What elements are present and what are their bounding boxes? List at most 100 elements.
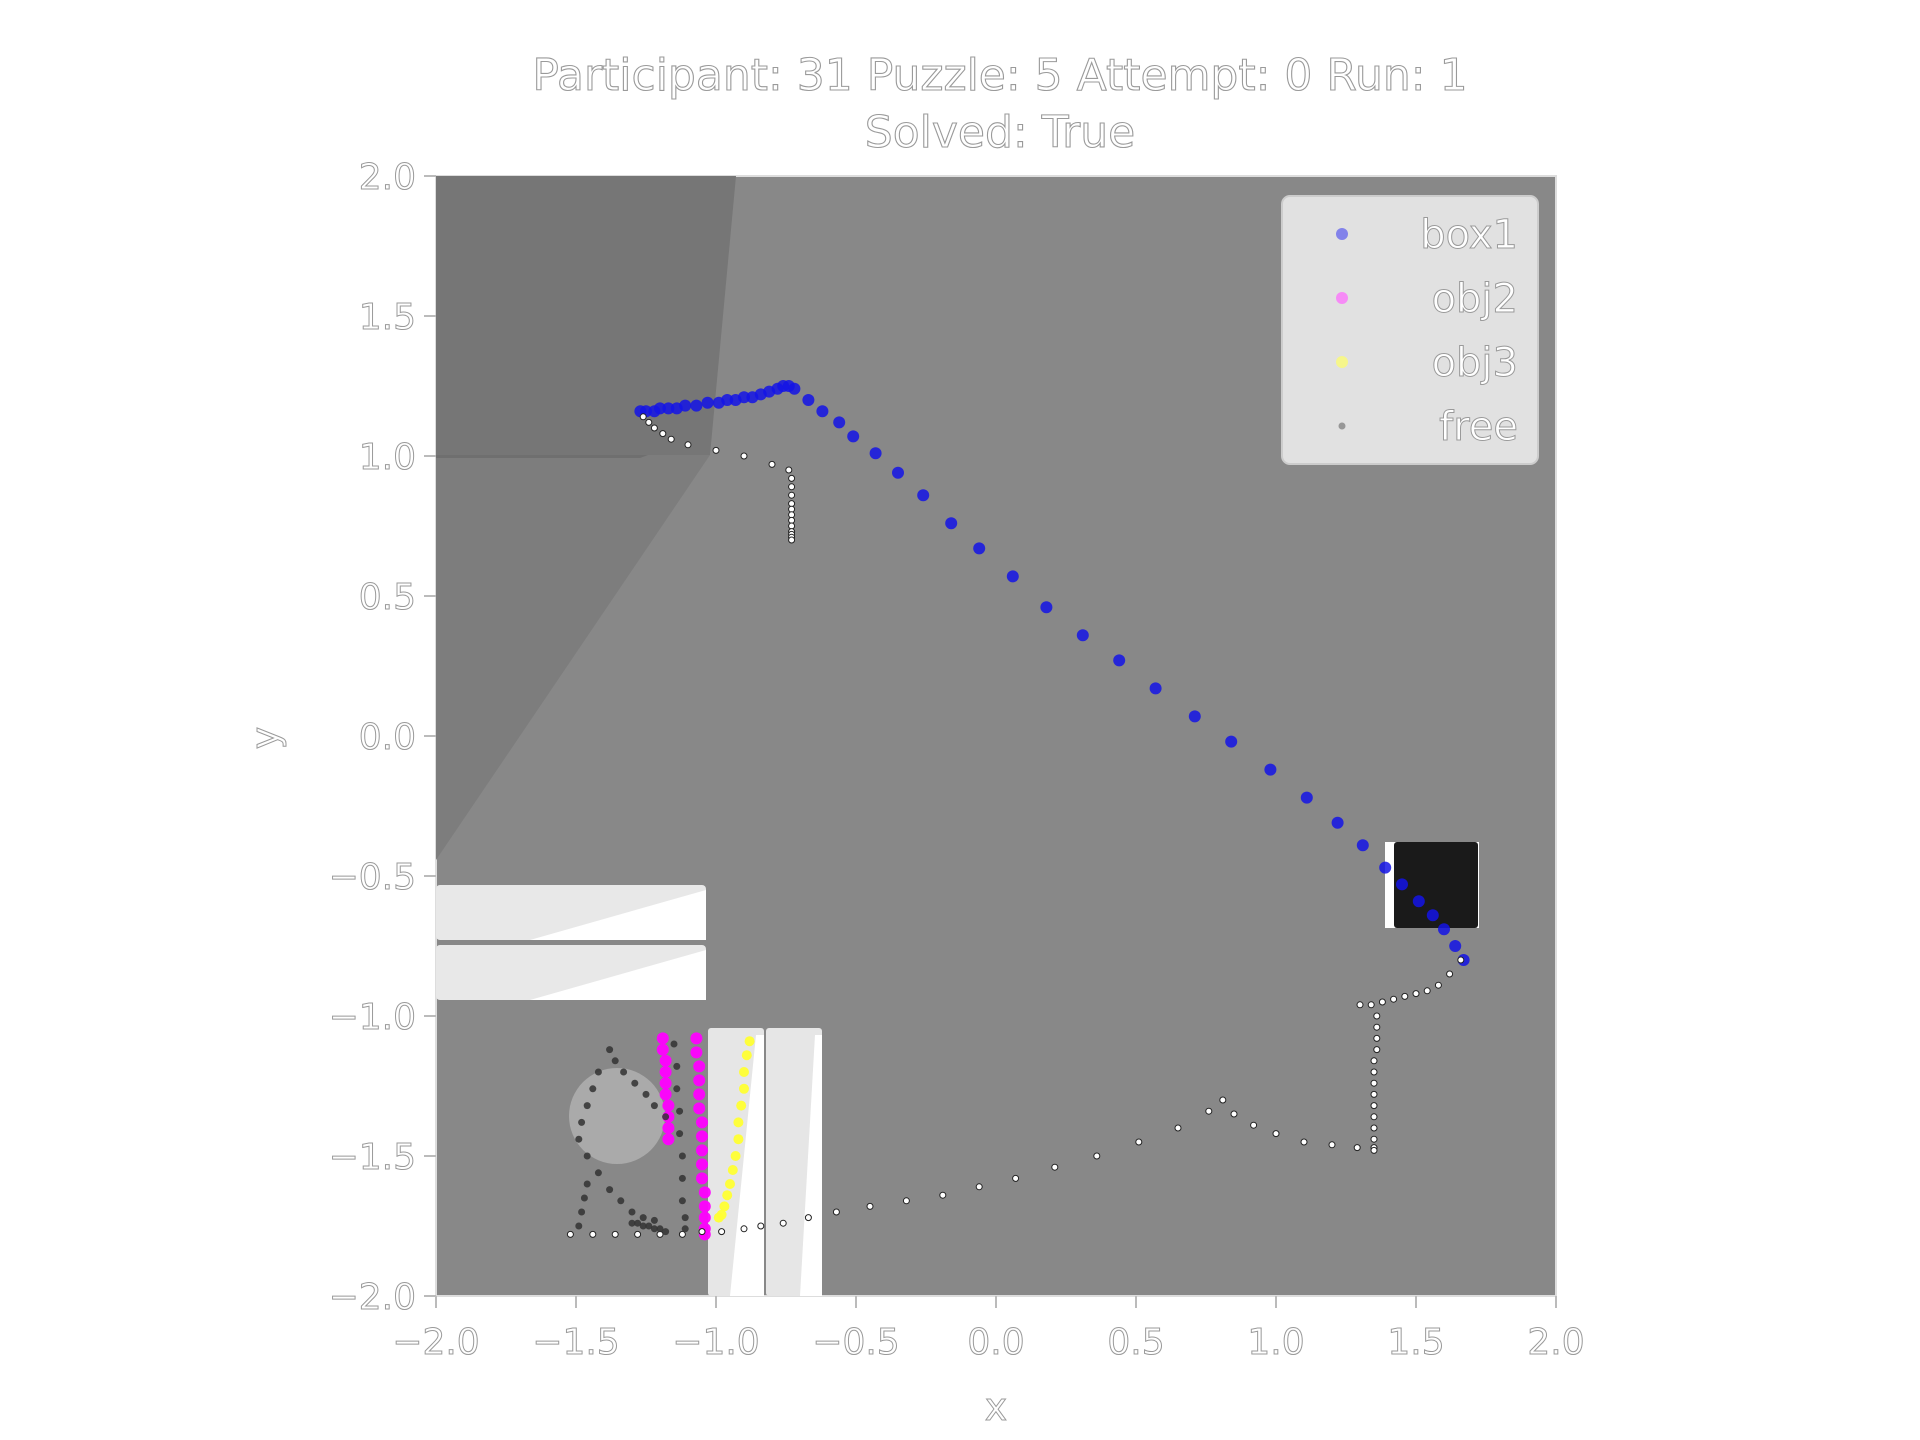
shadow-point xyxy=(681,1214,689,1222)
free-point xyxy=(785,466,793,474)
obj2-point xyxy=(656,1032,669,1045)
free-point xyxy=(650,424,658,432)
free-point xyxy=(684,441,692,449)
box1-point xyxy=(816,405,829,418)
chart-title: Participant: 31 Puzzle: 5 Attempt: 0 Run… xyxy=(532,50,1467,101)
legend-marker-obj2 xyxy=(1336,292,1348,304)
box1-point xyxy=(1356,839,1369,852)
y-tick-label: −0.5 xyxy=(329,857,416,898)
shadow-point xyxy=(589,1085,597,1093)
shadow-point xyxy=(662,1228,670,1236)
free-point xyxy=(1367,1001,1375,1009)
free-point xyxy=(1378,998,1386,1006)
obj2-point xyxy=(698,1186,711,1199)
y-tick-label: 0.0 xyxy=(359,717,416,758)
free-point xyxy=(634,1230,642,1238)
chart-subtitle: Solved: True xyxy=(865,107,1135,158)
box1-point xyxy=(1379,861,1392,874)
shadow-point xyxy=(580,1194,588,1202)
scene-geometry xyxy=(436,176,1479,1296)
free-point xyxy=(975,1183,983,1191)
free-point xyxy=(1051,1163,1059,1171)
obj2-point xyxy=(696,1172,708,1185)
free-point xyxy=(1412,990,1420,998)
free-point xyxy=(1230,1110,1238,1118)
free-point xyxy=(757,1222,765,1230)
free-point xyxy=(566,1230,574,1238)
obj2-point xyxy=(659,1077,672,1090)
shadow-point xyxy=(639,1214,647,1222)
box1-point xyxy=(973,542,986,555)
box1-point xyxy=(679,399,692,412)
obj2-point xyxy=(662,1099,675,1112)
free-point xyxy=(1370,1079,1378,1087)
shadow-point xyxy=(606,1046,614,1054)
obj2-point xyxy=(698,1211,711,1224)
free-point xyxy=(939,1191,947,1199)
y-tick-label: −1.5 xyxy=(329,1137,416,1178)
obj2-point xyxy=(693,1088,706,1101)
box1-point xyxy=(1040,601,1053,614)
shadow-point xyxy=(578,1118,586,1126)
x-tick-label: −0.5 xyxy=(812,1322,899,1363)
box1-point xyxy=(917,489,930,502)
box1-point xyxy=(945,517,958,530)
obj3-point xyxy=(733,1134,744,1145)
shadow-point xyxy=(606,1186,614,1194)
shadow-point xyxy=(575,1135,583,1143)
free-point xyxy=(768,460,776,468)
obj2-point xyxy=(659,1088,672,1101)
legend-marker-obj3 xyxy=(1336,356,1348,368)
obj2-point xyxy=(693,1102,706,1115)
obj3-point xyxy=(741,1050,752,1061)
free-point xyxy=(1272,1130,1280,1138)
obj2-point xyxy=(662,1133,675,1146)
box1-point xyxy=(1331,816,1344,829)
free-point xyxy=(740,1225,748,1233)
free-point xyxy=(659,430,667,438)
shelf-lower-highlight xyxy=(530,950,706,1000)
shadow-point xyxy=(676,1130,684,1138)
box1-point xyxy=(1006,570,1019,583)
obj3-point xyxy=(739,1067,749,1077)
x-tick-label: −1.5 xyxy=(532,1322,619,1363)
box1-point xyxy=(1449,940,1462,952)
box1-point xyxy=(1188,710,1201,723)
free-point xyxy=(779,1219,787,1227)
free-point xyxy=(788,491,796,499)
obj2-point xyxy=(693,1060,706,1073)
obj2-point xyxy=(690,1032,703,1045)
shadow-point xyxy=(678,1152,686,1160)
box1-point xyxy=(1149,682,1162,695)
shadow-point xyxy=(628,1208,636,1216)
obj3-point xyxy=(744,1036,755,1047)
box1-point xyxy=(738,391,750,404)
free-point xyxy=(1457,956,1465,964)
shadow-point xyxy=(617,1197,625,1205)
shadow-point xyxy=(594,1068,602,1076)
free-point xyxy=(1370,1090,1378,1098)
free-point xyxy=(866,1202,874,1210)
obj2-point xyxy=(662,1122,675,1134)
shadow-point xyxy=(642,1090,650,1098)
free-point xyxy=(740,452,748,460)
box1-point xyxy=(1426,909,1439,922)
ledge-line xyxy=(436,455,648,458)
target-box xyxy=(1394,842,1478,928)
box1-point xyxy=(721,394,734,406)
y-axis-ticks: 2.0 1.5 1.0 0.5 0.0 −0.5 −1.0 −1.5 −2.0 xyxy=(328,157,436,1319)
shadow-point xyxy=(656,1225,664,1233)
legend: box1 obj2 obj3 free xyxy=(1281,195,1539,465)
obj2-point xyxy=(696,1116,708,1129)
legend-marker-box1 xyxy=(1336,228,1348,240)
box1-point xyxy=(1225,735,1238,748)
x-tick-label: 1.5 xyxy=(1387,1322,1444,1363)
box1-point xyxy=(788,382,801,395)
y-axis-label: y xyxy=(243,727,287,750)
free-point xyxy=(1373,1034,1381,1042)
shadow-point xyxy=(662,1113,670,1121)
obj3-point xyxy=(719,1201,730,1212)
shadow-point xyxy=(645,1222,653,1230)
free-point xyxy=(1353,1144,1361,1152)
free-point xyxy=(1434,981,1442,989)
